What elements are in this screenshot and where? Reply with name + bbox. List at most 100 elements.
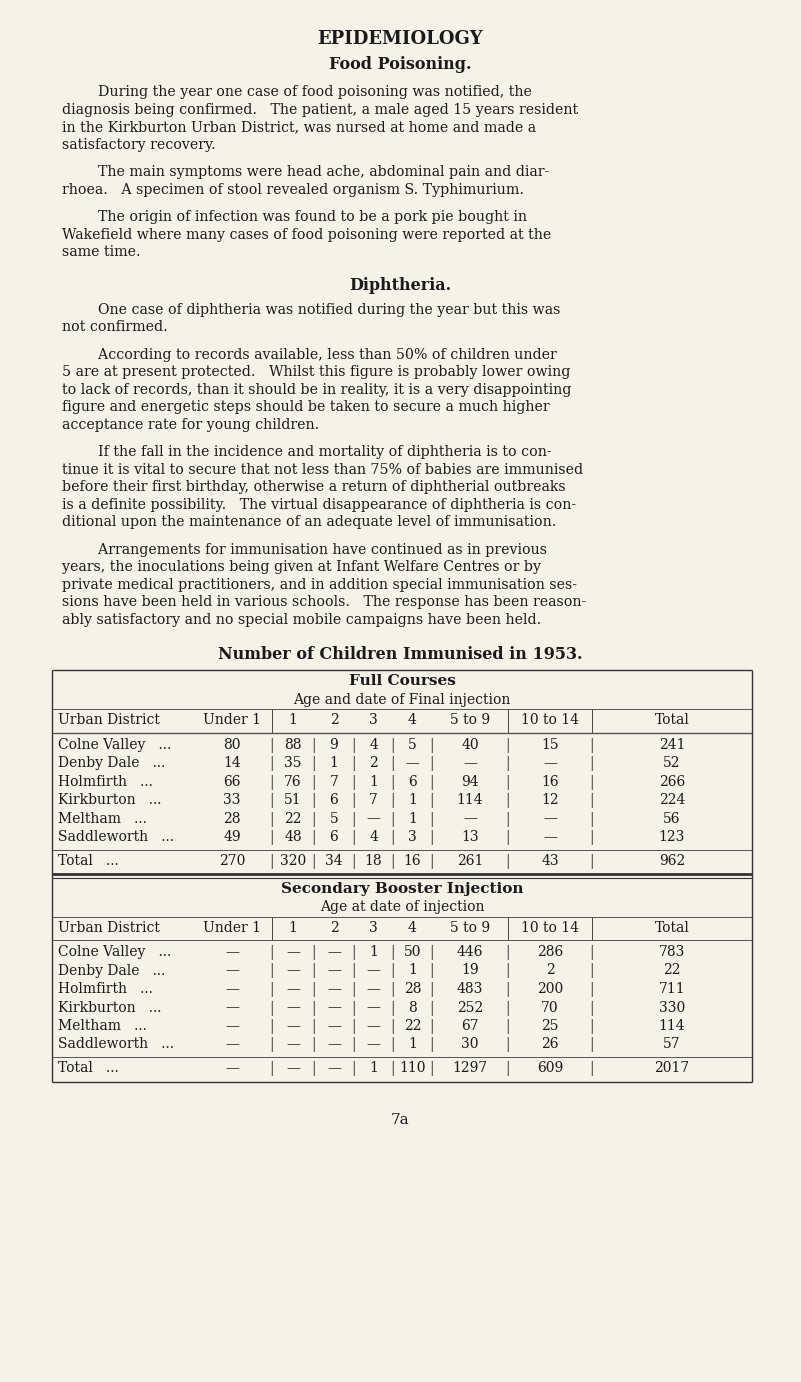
Text: 1: 1 <box>369 774 378 789</box>
Text: 114: 114 <box>658 1019 686 1032</box>
Text: Total   ...: Total ... <box>58 854 119 868</box>
Text: 2017: 2017 <box>654 1061 690 1075</box>
Text: |: | <box>352 1061 356 1077</box>
Text: |: | <box>391 831 396 844</box>
Text: |: | <box>391 983 396 996</box>
Text: —: — <box>327 1038 341 1052</box>
Text: |: | <box>391 854 396 868</box>
Text: —: — <box>225 983 239 996</box>
Text: |: | <box>312 793 316 808</box>
Text: |: | <box>312 756 316 771</box>
Text: 88: 88 <box>284 738 302 752</box>
Text: |: | <box>270 774 274 789</box>
Text: —: — <box>225 945 239 959</box>
Text: private medical practitioners, and in addition special immunisation ses-: private medical practitioners, and in ad… <box>62 578 577 591</box>
Text: |: | <box>352 1019 356 1034</box>
Text: 30: 30 <box>461 1038 479 1052</box>
Text: |: | <box>312 1001 316 1016</box>
Text: 25: 25 <box>541 1019 559 1032</box>
Text: —: — <box>327 983 341 996</box>
Text: |: | <box>312 963 316 978</box>
Text: Saddleworth   ...: Saddleworth ... <box>58 1038 174 1052</box>
Text: —: — <box>225 1019 239 1032</box>
Text: 18: 18 <box>364 854 382 868</box>
Text: —: — <box>286 963 300 977</box>
Text: 5 to 9: 5 to 9 <box>450 920 490 934</box>
Text: |: | <box>270 1061 274 1077</box>
Text: |: | <box>312 811 316 826</box>
Text: |: | <box>270 983 274 996</box>
Text: 7a: 7a <box>391 1114 409 1128</box>
Text: |: | <box>352 756 356 771</box>
Text: Total: Total <box>654 920 690 934</box>
Text: |: | <box>590 738 594 753</box>
Text: figure and energetic steps should be taken to secure a much higher: figure and energetic steps should be tak… <box>62 399 549 415</box>
Text: |: | <box>391 1038 396 1053</box>
Text: |: | <box>590 963 594 978</box>
Text: 1: 1 <box>288 920 297 934</box>
Text: —: — <box>367 811 380 825</box>
Text: |: | <box>352 738 356 753</box>
Text: 8: 8 <box>409 1001 417 1014</box>
Text: |: | <box>590 983 594 996</box>
Text: |: | <box>505 831 510 844</box>
Text: |: | <box>270 1001 274 1016</box>
Text: not confirmed.: not confirmed. <box>62 321 167 334</box>
Text: 13: 13 <box>461 831 479 844</box>
Text: —: — <box>225 1001 239 1014</box>
Text: 1297: 1297 <box>453 1061 488 1075</box>
Text: —: — <box>225 1038 239 1052</box>
Text: |: | <box>429 854 434 868</box>
Text: |: | <box>391 738 396 753</box>
Text: Urban District: Urban District <box>58 920 160 934</box>
Text: —: — <box>286 1019 300 1032</box>
Text: years, the inoculations being given at Infant Welfare Centres or by: years, the inoculations being given at I… <box>62 560 541 574</box>
Text: 70: 70 <box>541 1001 559 1014</box>
Text: —: — <box>543 831 557 844</box>
Text: Urban District: Urban District <box>58 713 160 727</box>
Text: |: | <box>505 1001 510 1016</box>
Text: 224: 224 <box>658 793 685 807</box>
Text: |: | <box>391 811 396 826</box>
Text: —: — <box>327 1061 341 1075</box>
Text: Arrangements for immunisation have continued as in previous: Arrangements for immunisation have conti… <box>62 543 547 557</box>
Text: 56: 56 <box>663 811 681 825</box>
Text: |: | <box>312 983 316 996</box>
Text: 5 are at present protected.   Whilst this figure is probably lower owing: 5 are at present protected. Whilst this … <box>62 365 570 379</box>
Text: 1: 1 <box>408 963 417 977</box>
Text: |: | <box>312 738 316 753</box>
Text: 10 to 14: 10 to 14 <box>521 920 579 934</box>
Text: —: — <box>405 756 420 770</box>
Text: 1: 1 <box>369 1061 378 1075</box>
Text: 28: 28 <box>404 983 421 996</box>
Text: 6: 6 <box>330 793 338 807</box>
Text: Meltham   ...: Meltham ... <box>58 811 147 825</box>
Text: 4: 4 <box>369 831 378 844</box>
Text: |: | <box>391 1061 396 1077</box>
Text: |: | <box>312 945 316 960</box>
Text: Full Courses: Full Courses <box>348 674 456 688</box>
Text: |: | <box>391 1019 396 1034</box>
Text: |: | <box>429 1001 434 1016</box>
Text: |: | <box>429 1019 434 1034</box>
Text: 5: 5 <box>409 738 417 752</box>
Text: 320: 320 <box>280 854 306 868</box>
Text: |: | <box>505 854 510 868</box>
Text: —: — <box>286 983 300 996</box>
Text: 2: 2 <box>545 963 554 977</box>
Text: |: | <box>270 738 274 753</box>
Text: |: | <box>590 756 594 771</box>
Text: —: — <box>367 983 380 996</box>
Text: 6: 6 <box>330 831 338 844</box>
Text: |: | <box>270 854 274 868</box>
Text: same time.: same time. <box>62 245 141 258</box>
Text: Kirkburton   ...: Kirkburton ... <box>58 793 162 807</box>
Text: EPIDEMIOLOGY: EPIDEMIOLOGY <box>317 30 483 48</box>
Text: |: | <box>312 1019 316 1034</box>
Text: 4: 4 <box>408 713 417 727</box>
Text: 22: 22 <box>284 811 302 825</box>
Text: |: | <box>429 1061 434 1077</box>
Text: 609: 609 <box>537 1061 563 1075</box>
Text: 2: 2 <box>330 713 338 727</box>
Text: |: | <box>429 1038 434 1053</box>
